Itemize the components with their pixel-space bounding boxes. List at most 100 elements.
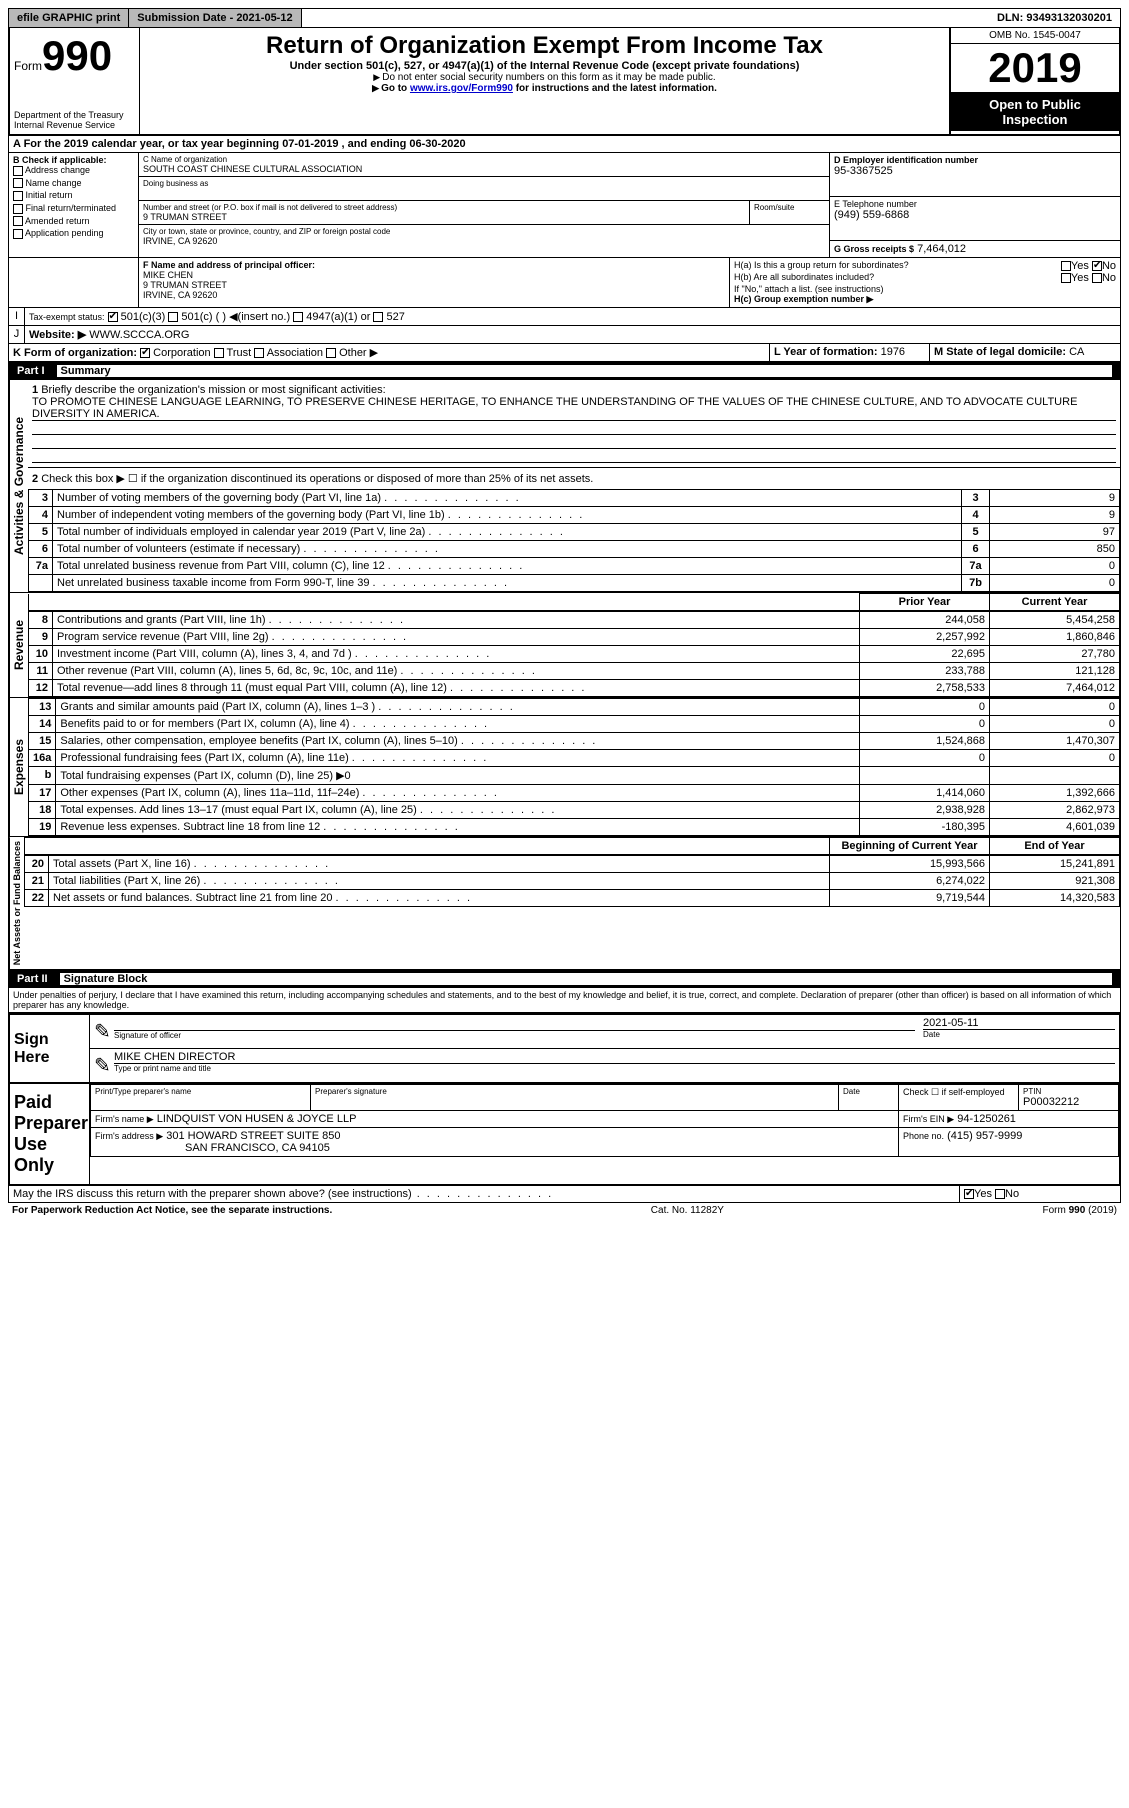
officer-addr2: IRVINE, CA 92620 xyxy=(143,290,725,300)
topbar: efile GRAPHIC print Submission Date - 20… xyxy=(8,8,1121,28)
addr-lbl: Number and street (or P.O. box if mail i… xyxy=(143,203,745,212)
k-opt[interactable] xyxy=(254,348,264,358)
firm-name-lbl: Firm's name ▶ xyxy=(95,1114,154,1124)
name-title-lbl: Type or print name and title xyxy=(114,1064,1115,1073)
note-ssn: Do not enter social security numbers on … xyxy=(148,72,941,83)
m-lbl: M State of legal domicile: xyxy=(934,346,1066,358)
form-subtitle: Under section 501(c), 527, or 4947(a)(1)… xyxy=(148,60,941,72)
yes-text2: Yes xyxy=(1071,272,1089,284)
addr: 9 TRUMAN STREET xyxy=(143,212,745,222)
room-lbl: Room/suite xyxy=(754,203,825,212)
discuss-no-lbl: No xyxy=(1005,1188,1019,1200)
b-label: B Check if applicable: xyxy=(13,155,134,165)
part1-num: Part I xyxy=(17,365,57,377)
i-opt[interactable] xyxy=(293,312,303,322)
i-opt[interactable] xyxy=(373,312,383,322)
irs-link[interactable]: www.irs.gov/Form990 xyxy=(410,83,513,94)
b-check[interactable] xyxy=(13,178,23,188)
dept: Department of the Treasury Internal Reve… xyxy=(14,110,135,130)
side-revenue: Revenue xyxy=(9,593,28,697)
part2-title: Signature Block xyxy=(60,973,1112,985)
l-lbl: L Year of formation: xyxy=(774,346,878,358)
discuss-text: May the IRS discuss this return with the… xyxy=(13,1188,412,1200)
discuss-yes-lbl: Yes xyxy=(974,1188,992,1200)
k-opt[interactable] xyxy=(140,348,150,358)
sig-date: 2021-05-11 xyxy=(923,1017,1115,1030)
firm-addr1: 301 HOWARD STREET SUITE 850 xyxy=(166,1130,340,1142)
open-inspection: Open to Public Inspection xyxy=(951,93,1119,131)
footer-left: For Paperwork Reduction Act Notice, see … xyxy=(12,1205,332,1216)
curr-hdr: Current Year xyxy=(990,594,1120,611)
side-activities: Activities & Governance xyxy=(9,380,28,592)
discuss-no[interactable] xyxy=(995,1189,1005,1199)
note-goto-pre: Go to xyxy=(381,83,410,94)
side-netassets: Net Assets or Fund Balances xyxy=(9,837,24,969)
i-row: I Tax-exempt status: 501(c)(3) 501(c) ( … xyxy=(8,308,1121,326)
prep-date-lbl: Date xyxy=(843,1087,894,1096)
dln: DLN: 93493132030201 xyxy=(989,9,1120,27)
officer-block: F Name and address of principal officer:… xyxy=(8,258,1121,308)
firm-ein: 94-1250261 xyxy=(957,1113,1016,1125)
beg-hdr: Beginning of Current Year xyxy=(830,838,990,855)
firm-name: LINDQUIST VON HUSEN & JOYCE LLP xyxy=(157,1113,357,1125)
pen-icon2: ✎ xyxy=(90,1049,110,1082)
declaration: Under penalties of perjury, I declare th… xyxy=(8,988,1121,1013)
ha-lbl: H(a) Is this a group return for subordin… xyxy=(734,260,909,272)
mission: TO PROMOTE CHINESE LANGUAGE LEARNING, TO… xyxy=(32,396,1116,421)
ptin-lbl: PTIN xyxy=(1023,1087,1114,1096)
d-lbl: D Employer identification number xyxy=(834,155,1116,165)
side-expenses: Expenses xyxy=(9,698,28,836)
form-header: Form990 Department of the Treasury Inter… xyxy=(8,28,1121,136)
j-row: J Website: ▶ WWW.SCCCA.ORG xyxy=(8,326,1121,344)
hb-no[interactable] xyxy=(1092,273,1102,283)
self-emp: Check ☐ if self-employed xyxy=(903,1087,1014,1098)
ptin: P00032212 xyxy=(1023,1096,1114,1108)
gross-receipts: 7,464,012 xyxy=(917,243,966,255)
prep-name-lbl: Print/Type preparer's name xyxy=(95,1087,306,1096)
no-text2: No xyxy=(1102,272,1116,284)
prep-sig-lbl: Preparer's signature xyxy=(315,1087,834,1096)
pen-icon: ✎ xyxy=(90,1015,110,1048)
hb-yes[interactable] xyxy=(1061,273,1071,283)
note-goto-post: for instructions and the latest informat… xyxy=(513,83,717,94)
city-lbl: City or town, state or province, country… xyxy=(143,227,825,236)
ein: 95-3367525 xyxy=(834,165,1116,177)
officer-addr1: 9 TRUMAN STREET xyxy=(143,280,725,290)
f-lbl: F Name and address of principal officer: xyxy=(143,260,725,270)
hb-lbl: H(b) Are all subordinates included? xyxy=(734,272,874,284)
k-opt[interactable] xyxy=(326,348,336,358)
b-check[interactable] xyxy=(13,216,23,226)
paid-preparer: Paid Preparer Use Only Print/Type prepar… xyxy=(8,1084,1121,1186)
form-title: Return of Organization Exempt From Incom… xyxy=(148,32,941,60)
firm-ein-lbl: Firm's EIN ▶ xyxy=(903,1114,954,1124)
ha-yes[interactable] xyxy=(1061,261,1071,271)
j-lbl: Website: ▶ xyxy=(29,329,86,341)
website: WWW.SCCCA.ORG xyxy=(89,329,189,341)
discuss-yes[interactable] xyxy=(964,1189,974,1199)
omb: OMB No. 1545-0047 xyxy=(951,28,1119,44)
part2-header: Part II Signature Block xyxy=(8,970,1121,988)
b-check[interactable] xyxy=(13,204,23,214)
b-check[interactable] xyxy=(13,191,23,201)
city: IRVINE, CA 92620 xyxy=(143,236,825,246)
efile-link[interactable]: efile GRAPHIC print xyxy=(9,9,129,27)
i-opt[interactable] xyxy=(168,312,178,322)
form-prefix: Form xyxy=(14,59,42,73)
q1: Briefly describe the organization's miss… xyxy=(41,384,385,396)
k-opt[interactable] xyxy=(214,348,224,358)
ha-no[interactable] xyxy=(1092,261,1102,271)
q2: Check this box ▶ ☐ if the organization d… xyxy=(41,473,593,485)
discuss-row: May the IRS discuss this return with the… xyxy=(8,1186,1121,1203)
g-lbl: G Gross receipts $ xyxy=(834,244,914,254)
date-lbl: Date xyxy=(923,1030,1115,1039)
paid-label: Paid Preparer Use Only xyxy=(10,1084,90,1184)
officer-name: MIKE CHEN xyxy=(143,270,725,280)
b-check[interactable] xyxy=(13,229,23,239)
i-marker: I xyxy=(9,308,25,325)
dba-lbl: Doing business as xyxy=(143,179,825,188)
i-opt[interactable] xyxy=(108,312,118,322)
klm-row: K Form of organization: Corporation Trus… xyxy=(8,344,1121,362)
tax-year: 2019 xyxy=(951,44,1119,93)
part1-header: Part I Summary xyxy=(8,362,1121,380)
b-check[interactable] xyxy=(13,166,23,176)
